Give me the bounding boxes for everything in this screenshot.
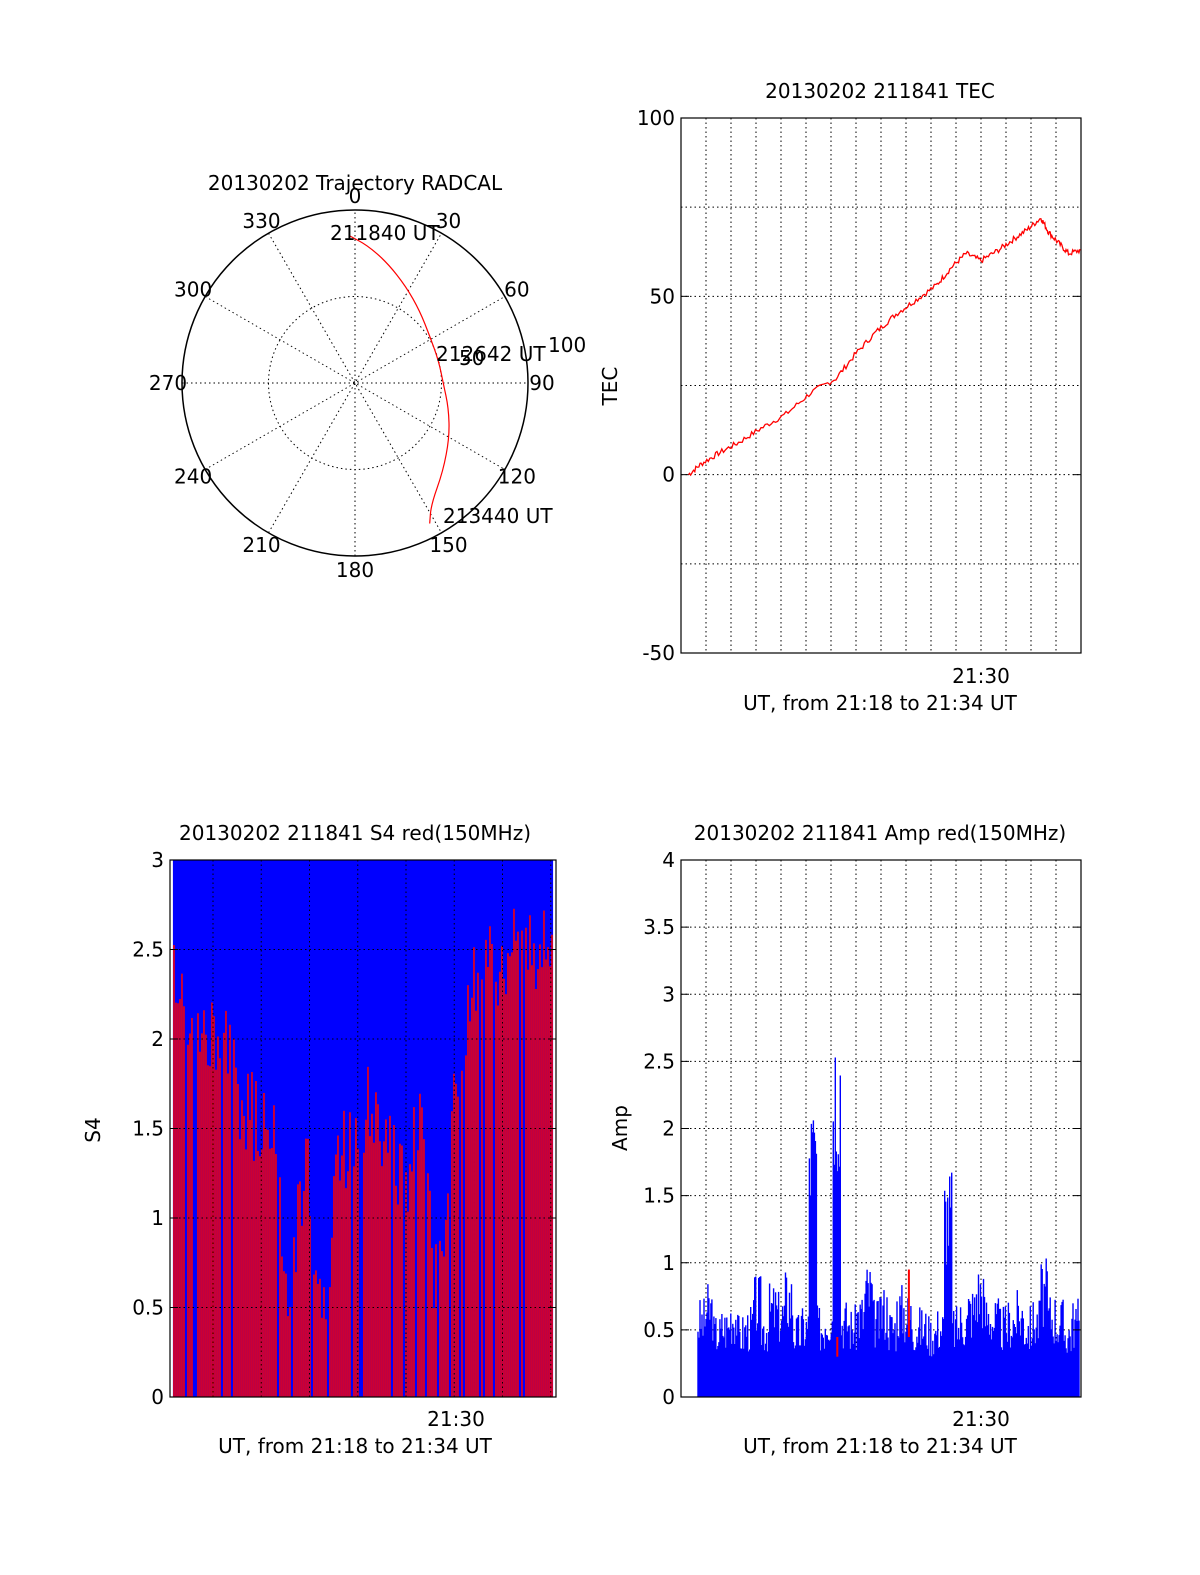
y-tick-label: 2	[151, 1027, 164, 1051]
polar-azimuth-label: 270	[149, 371, 187, 395]
polar-ring-label-100: 100	[548, 333, 586, 357]
s4-y-label: S4	[81, 1117, 105, 1142]
polar-spoke-30	[268, 232, 442, 534]
s4-x-label: UT, from 21:18 to 21:34 UT	[218, 1434, 493, 1458]
tec-x-label: UT, from 21:18 to 21:34 UT	[743, 691, 1018, 715]
y-tick-label: 100	[637, 106, 675, 130]
amp-y-label: Amp	[608, 1105, 632, 1151]
y-tick-label: 0.5	[643, 1318, 675, 1342]
s4-title: 20130202 211841 S4 red(150MHz)	[179, 821, 531, 845]
y-tick-label: 2.5	[132, 938, 164, 962]
y-tick-label: 1	[662, 1251, 675, 1275]
polar-grid	[181, 209, 529, 557]
y-tick-label: -50	[642, 641, 675, 665]
tec-series-line	[687, 218, 1081, 477]
polar-azimuth-labels: 0 30 60 90 120 150 180 210 240 270 300 330	[149, 184, 555, 582]
polar-ring-50	[268, 296, 442, 470]
y-tick-label: 2.5	[643, 1049, 675, 1073]
polar-spoke-120	[204, 296, 506, 470]
amp-bars	[697, 1057, 1080, 1397]
polar-azimuth-label: 300	[174, 278, 212, 302]
polar-azimuth-label: 90	[529, 371, 554, 395]
tec-x-tick-label: 21:30	[952, 664, 1010, 688]
y-tick-label: 0	[662, 1385, 675, 1409]
tec-frame	[680, 117, 1082, 654]
y-tick-label: 3	[151, 848, 164, 872]
tec-title: 20130202 211841 TEC	[765, 79, 995, 103]
amp-x-tick-label: 21:30	[952, 1407, 1010, 1431]
polar-azimuth-label: 60	[504, 278, 529, 302]
amp-y-ticks: 4 3.5 3 2.5 2 1.5 1 0.5 0	[643, 848, 1081, 1409]
polar-azimuth-label: 120	[498, 465, 536, 489]
y-tick-label: 3.5	[643, 915, 675, 939]
y-tick-label: 3	[662, 982, 675, 1006]
polar-end-label: 213440 UT	[443, 504, 553, 528]
y-tick-label: 1.5	[132, 1117, 164, 1141]
polar-azimuth-label: 240	[174, 465, 212, 489]
polar-azimuth-label: 330	[242, 209, 280, 233]
y-tick-label: 0.5	[132, 1296, 164, 1320]
s4-chart: 20130202 211841 S4 red(150MHz) 3 2.5 2 1.5 1…	[81, 821, 557, 1458]
y-tick-label: 2	[662, 1117, 675, 1141]
y-tick-label: 1.5	[643, 1184, 675, 1208]
s4-x-tick-label: 21:30	[427, 1407, 485, 1431]
polar-azimuth-label: 150	[429, 533, 467, 557]
s4-grid	[170, 860, 556, 1397]
polar-azimuth-label: 210	[242, 533, 280, 557]
polar-title: 20130202 Trajectory RADCAL	[208, 171, 503, 195]
y-tick-label: 1	[151, 1206, 164, 1230]
amp-title: 20130202 211841 Amp red(150MHz)	[694, 821, 1066, 845]
tec-y-label: TEC	[598, 367, 622, 407]
polar-ring-label-50: 50	[459, 346, 484, 370]
polar-spoke-150	[268, 232, 442, 534]
tec-grid	[681, 118, 1081, 653]
y-tick-label: 50	[650, 284, 675, 308]
polar-chart: 20130202 Trajectory RADCAL 0 30 60 90 120 150…	[149, 171, 586, 582]
polar-start-label: 211840 UT	[330, 221, 440, 245]
y-tick-label: 0	[151, 1385, 164, 1409]
y-tick-label: 4	[662, 848, 675, 872]
polar-trajectory	[349, 235, 450, 524]
polar-azimuth-label: 180	[336, 558, 374, 582]
amp-chart: 20130202 211841 Amp red(150MHz) 4 3.5 3 2.5…	[608, 821, 1082, 1458]
y-tick-label: 0	[662, 463, 675, 487]
s4-y-ticks: 3 2.5 2 1.5 1 0.5 0	[132, 848, 556, 1409]
tec-chart: 20130202 211841 TEC 100 50 0 -50 21:30 UT, …	[598, 79, 1082, 715]
tec-y-ticks: 100 50 0 -50	[637, 106, 1081, 665]
polar-spoke-60	[204, 296, 506, 470]
polar-azimuth-label: 0	[349, 184, 362, 208]
amp-x-label: UT, from 21:18 to 21:34 UT	[743, 1434, 1018, 1458]
polar-mid-label: 212642 UT	[436, 342, 546, 366]
polar-azimuth-label: 30	[436, 209, 461, 233]
